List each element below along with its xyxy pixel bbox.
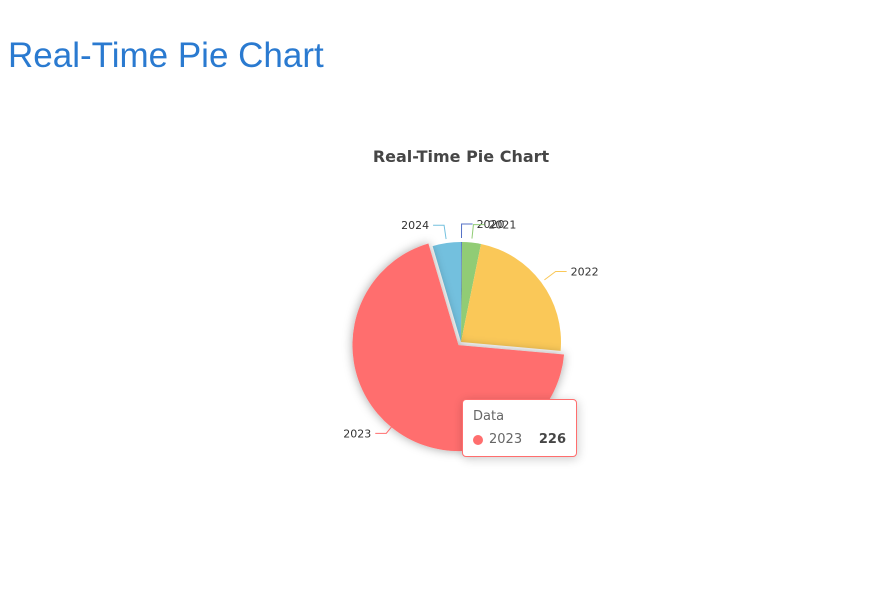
pie-slice-2021[interactable] (461, 242, 482, 342)
pie-slice-2022[interactable] (461, 244, 561, 351)
label-line-2024 (433, 224, 447, 240)
chart-title: Real-Time Pie Chart (373, 147, 550, 166)
label-line-2023 (375, 422, 396, 434)
slice-label-2024: 2024 (401, 219, 429, 232)
slice-label-2020: 2020 (477, 218, 505, 231)
tooltip-title: Data (473, 409, 505, 424)
slice-label-2021: 2021 (488, 219, 516, 232)
label-line-2022 (544, 271, 567, 281)
slice-label-2023: 2023 (343, 427, 371, 440)
tooltip-value: 226 (538, 432, 566, 447)
page-heading: Real-Time Pie Chart (8, 36, 324, 75)
tooltip-series-name: 2023 (489, 432, 523, 447)
slice-label-2022: 2022 (571, 266, 599, 279)
chart-tooltip: Data 2023 226 (462, 399, 577, 457)
label-line-2021 (471, 224, 485, 239)
pie-slice-2024[interactable] (432, 242, 461, 342)
pie-slice-2020[interactable] (461, 242, 462, 342)
tooltip-row: 2023 226 (473, 431, 566, 449)
tooltip-color-dot (473, 435, 483, 445)
label-line-2020 (460, 223, 473, 239)
